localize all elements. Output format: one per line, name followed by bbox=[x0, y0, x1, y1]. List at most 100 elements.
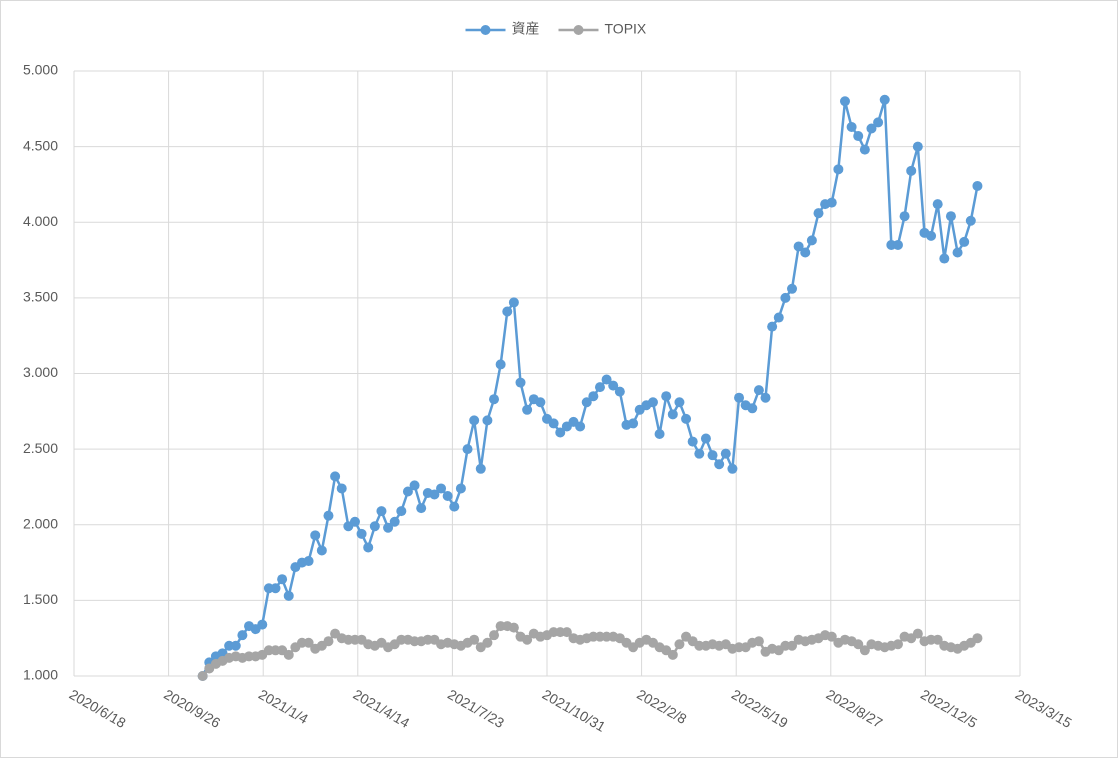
data-point bbox=[303, 637, 314, 648]
data-point bbox=[482, 637, 493, 648]
data-point bbox=[237, 630, 248, 641]
data-point bbox=[780, 292, 791, 303]
data-point bbox=[647, 397, 658, 408]
data-point bbox=[806, 235, 817, 246]
data-point bbox=[667, 409, 678, 420]
data-point bbox=[932, 199, 943, 210]
data-point bbox=[972, 633, 983, 644]
data-point bbox=[409, 480, 420, 491]
data-point bbox=[707, 450, 718, 461]
data-point bbox=[469, 415, 480, 426]
data-point bbox=[839, 96, 850, 107]
data-point bbox=[555, 427, 566, 438]
data-point bbox=[515, 377, 526, 388]
data-point bbox=[522, 634, 533, 645]
data-point bbox=[859, 645, 870, 656]
data-point bbox=[389, 516, 400, 527]
data-point bbox=[416, 503, 427, 514]
data-point bbox=[720, 448, 731, 459]
data-point bbox=[727, 463, 738, 474]
data-point bbox=[826, 631, 837, 642]
data-point bbox=[349, 516, 360, 527]
data-point bbox=[972, 180, 983, 191]
data-point bbox=[369, 521, 380, 532]
data-point bbox=[833, 164, 844, 175]
data-point bbox=[793, 241, 804, 252]
data-point bbox=[601, 374, 612, 385]
data-point bbox=[714, 459, 725, 470]
data-point bbox=[614, 386, 625, 397]
data-point bbox=[502, 306, 513, 317]
data-point bbox=[926, 230, 937, 241]
data-point bbox=[402, 486, 413, 497]
y-tick-label: 2.500 bbox=[23, 440, 58, 456]
data-point bbox=[336, 483, 347, 494]
data-point bbox=[561, 627, 572, 638]
data-point bbox=[753, 636, 764, 647]
data-point bbox=[323, 510, 334, 521]
data-point bbox=[396, 506, 407, 517]
data-point bbox=[945, 211, 956, 222]
data-point bbox=[581, 397, 592, 408]
data-point bbox=[773, 312, 784, 323]
data-point bbox=[594, 382, 605, 393]
data-point bbox=[383, 522, 394, 533]
data-point bbox=[283, 649, 294, 660]
data-point bbox=[787, 283, 798, 294]
data-point bbox=[495, 359, 506, 370]
data-point bbox=[310, 530, 321, 541]
data-point bbox=[700, 433, 711, 444]
data-point bbox=[674, 397, 685, 408]
data-point bbox=[316, 545, 327, 556]
data-point bbox=[932, 634, 943, 645]
data-point bbox=[899, 211, 910, 222]
y-tick-label: 4.500 bbox=[23, 137, 58, 153]
data-point bbox=[813, 208, 824, 219]
data-point bbox=[462, 444, 473, 455]
data-point bbox=[959, 236, 970, 247]
data-point bbox=[277, 574, 288, 585]
data-point bbox=[330, 471, 341, 482]
data-point bbox=[257, 619, 268, 630]
data-point bbox=[879, 94, 890, 105]
y-tick-label: 1.000 bbox=[23, 667, 58, 683]
data-point bbox=[767, 321, 778, 332]
data-point bbox=[489, 394, 500, 405]
y-tick-label: 1.500 bbox=[23, 591, 58, 607]
data-point bbox=[455, 483, 466, 494]
data-point bbox=[661, 391, 672, 402]
data-point bbox=[747, 403, 758, 414]
data-point bbox=[859, 144, 870, 155]
y-tick-label: 3.000 bbox=[23, 364, 58, 380]
data-point bbox=[270, 583, 281, 594]
data-point bbox=[826, 197, 837, 208]
y-tick-label: 5.000 bbox=[23, 62, 58, 78]
data-point bbox=[846, 121, 857, 132]
data-point bbox=[522, 404, 533, 415]
data-point bbox=[548, 418, 559, 429]
data-point bbox=[800, 247, 811, 258]
legend-label: 資産 bbox=[512, 21, 540, 37]
data-point bbox=[906, 165, 917, 176]
data-point bbox=[681, 413, 692, 424]
data-point bbox=[654, 429, 665, 439]
data-point bbox=[912, 628, 923, 639]
data-point bbox=[323, 636, 334, 647]
data-point bbox=[449, 501, 460, 512]
data-point bbox=[442, 491, 453, 502]
data-point bbox=[608, 380, 619, 391]
data-point bbox=[356, 528, 367, 539]
data-point bbox=[853, 639, 864, 650]
data-point bbox=[283, 590, 294, 601]
data-point bbox=[892, 239, 903, 250]
data-point bbox=[469, 634, 480, 645]
data-point bbox=[694, 448, 705, 459]
data-point bbox=[489, 630, 500, 641]
y-tick-label: 2.000 bbox=[23, 515, 58, 531]
data-point bbox=[436, 483, 447, 494]
y-tick-label: 4.000 bbox=[23, 213, 58, 229]
data-point bbox=[667, 649, 678, 660]
data-point bbox=[734, 392, 745, 403]
legend-label: TOPIX bbox=[605, 21, 647, 37]
